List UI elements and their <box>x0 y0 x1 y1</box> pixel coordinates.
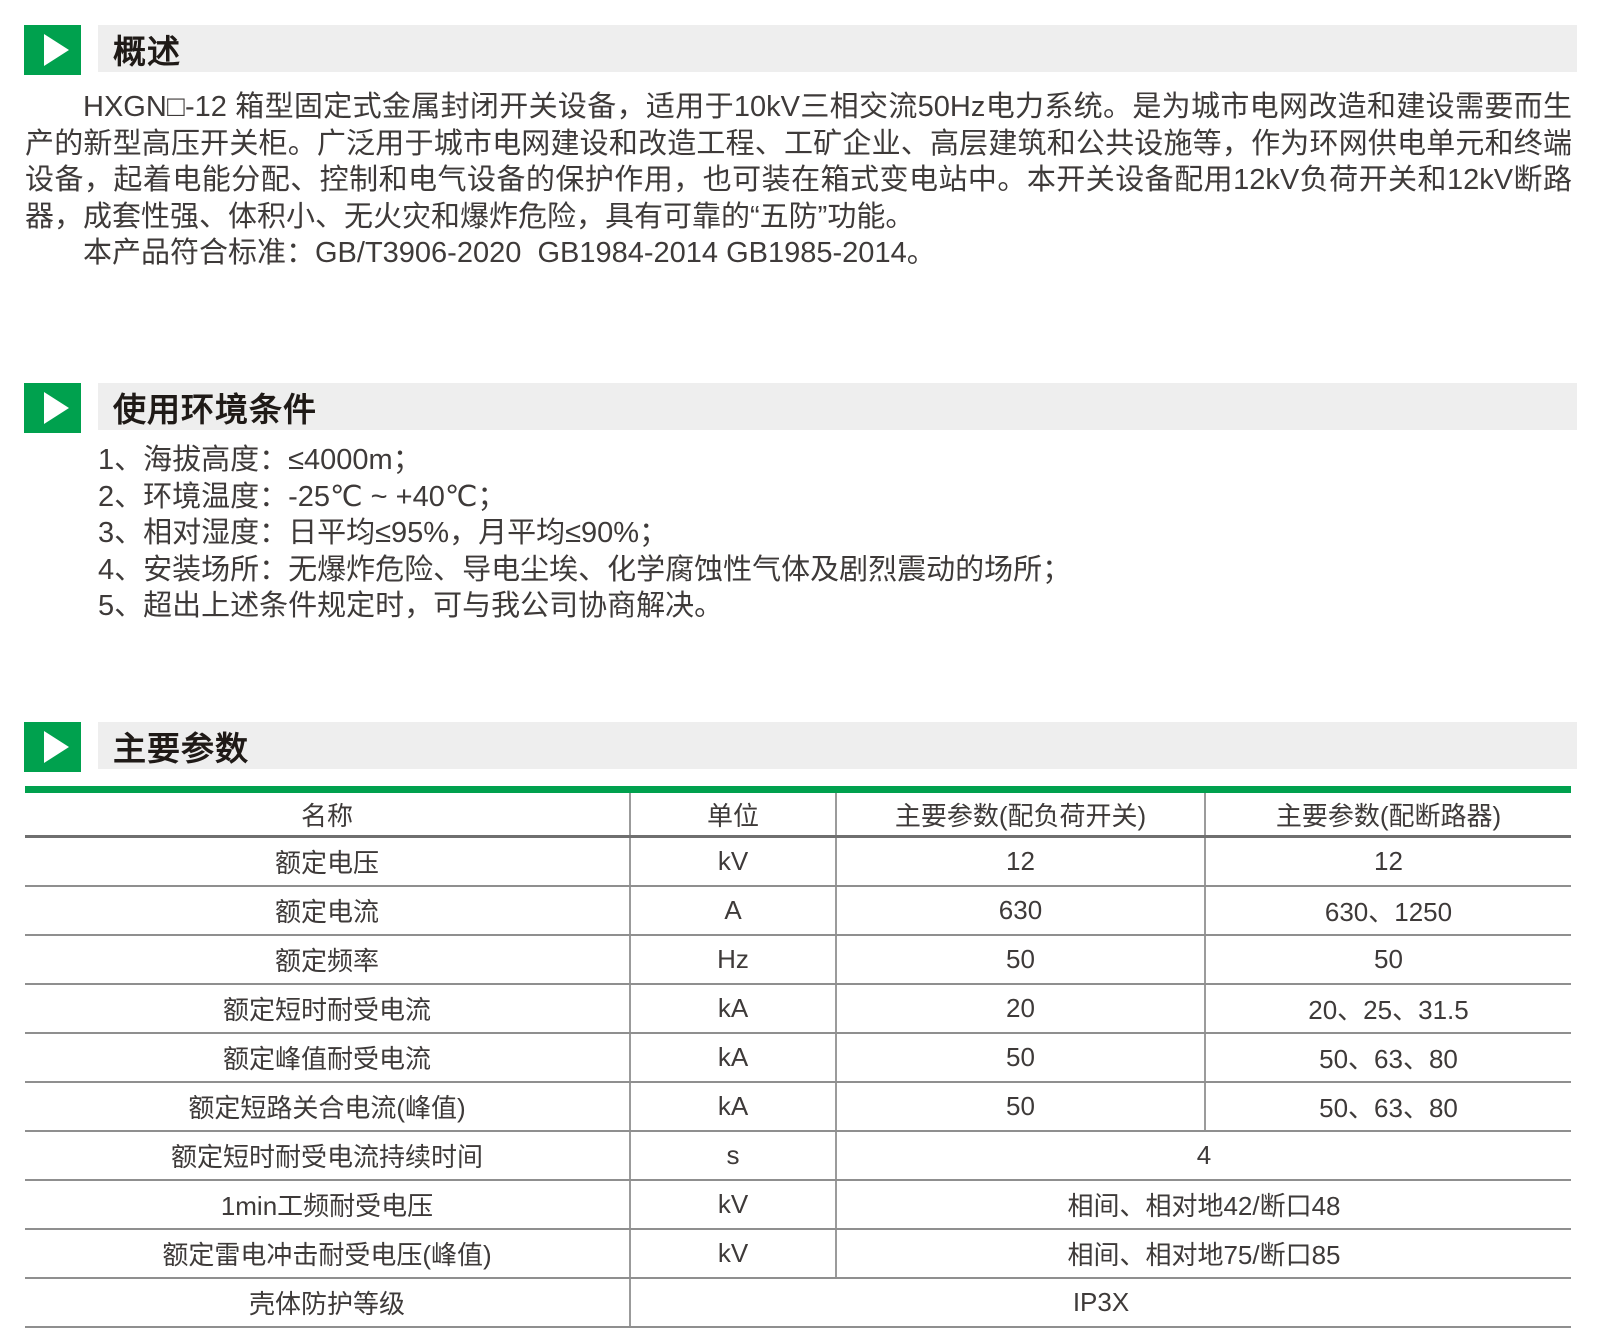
table-row: 额定峰值耐受电流 kA 50 50、63、80 <box>25 1033 1571 1083</box>
table-row: 额定短路关合电流(峰值) kA 50 50、63、80 <box>25 1082 1571 1132</box>
param-load-switch-value: 50 <box>836 1033 1206 1083</box>
param-unit: kA <box>630 984 837 1034</box>
col-header-name: 名称 <box>25 789 631 838</box>
param-breaker-value: 630、1250 <box>1205 886 1571 936</box>
table-row: 额定短时耐受电流持续时间 s 4 <box>25 1131 1571 1181</box>
param-breaker-value: 20、25、31.5 <box>1205 984 1571 1034</box>
table-row: 额定电流 A 630 630、1250 <box>25 886 1571 936</box>
section-title-parameters: 主要参数 <box>113 729 249 767</box>
param-name: 额定电流 <box>25 886 631 936</box>
param-merged-full-value: IP3X <box>630 1278 1571 1328</box>
section-marker-square <box>24 383 81 433</box>
list-item: 4、安装场所：无爆炸危险、导电尘埃、化学腐蚀性气体及剧烈震动的场所； <box>98 553 1072 586</box>
table-row: 额定频率 Hz 50 50 <box>25 935 1571 985</box>
environment-conditions-list: 1、海拔高度：≤4000m； 2、环境温度：-25℃ ~ +40℃； 3、相对湿… <box>98 442 1558 625</box>
param-name: 额定频率 <box>25 935 631 985</box>
param-name: 额定雷电冲击耐受电压(峰值) <box>25 1229 631 1279</box>
param-name: 壳体防护等级 <box>25 1278 631 1328</box>
param-load-switch-value: 630 <box>836 886 1206 936</box>
table-row: 额定雷电冲击耐受电压(峰值) kV 相间、相对地75/断口85 <box>25 1229 1571 1279</box>
param-name: 额定短路关合电流(峰值) <box>25 1082 631 1132</box>
param-unit: kV <box>630 1180 837 1230</box>
table-header-row: 名称 单位 主要参数(配负荷开关) 主要参数(配断路器) <box>25 789 1571 838</box>
param-breaker-value: 50、63、80 <box>1205 1033 1571 1083</box>
param-unit: kA <box>630 1033 837 1083</box>
param-unit: kV <box>630 836 837 887</box>
param-merged-value: 4 <box>836 1131 1571 1181</box>
param-unit: kA <box>630 1082 837 1132</box>
param-load-switch-value: 50 <box>836 1082 1206 1132</box>
overview-paragraph: HXGN□-12 箱型固定式金属封闭开关设备，适用于10kV三相交流50Hz电力… <box>25 91 1572 233</box>
section-title-bar: 使用环境条件 <box>98 383 1577 430</box>
parameters-table: 名称 单位 主要参数(配负荷开关) 主要参数(配断路器) 额定电压 kV 12 … <box>25 786 1571 1328</box>
section-title-bar: 主要参数 <box>98 722 1577 769</box>
param-breaker-value: 12 <box>1205 836 1571 887</box>
table-row: 额定短时耐受电流 kA 20 20、25、31.5 <box>25 984 1571 1034</box>
col-header-breaker: 主要参数(配断路器) <box>1205 789 1571 838</box>
standards-paragraph: 本产品符合标准：GB/T3906-2020 GB1984-2014 GB1985… <box>83 237 936 269</box>
list-item: 5、超出上述条件规定时，可与我公司协商解决。 <box>98 590 724 622</box>
param-name: 1min工频耐受电压 <box>25 1180 631 1230</box>
table-row: 壳体防护等级 IP3X <box>25 1278 1571 1328</box>
play-triangle-icon <box>43 392 69 424</box>
param-name: 额定峰值耐受电流 <box>25 1033 631 1083</box>
list-item: 3、相对湿度：日平均≤95%，月平均≤90%； <box>98 517 669 549</box>
section-header-overview: 概述 <box>24 25 1577 75</box>
param-breaker-value: 50、63、80 <box>1205 1082 1571 1132</box>
section-marker-square <box>24 25 81 75</box>
param-unit: kV <box>630 1229 837 1279</box>
param-unit: s <box>630 1131 837 1181</box>
param-load-switch-value: 12 <box>836 836 1206 887</box>
overview-body: HXGN□-12 箱型固定式金属封闭开关设备，适用于10kV三相交流50Hz电力… <box>25 89 1572 272</box>
col-header-unit: 单位 <box>630 789 837 838</box>
play-triangle-icon <box>43 34 69 66</box>
list-item: 1、海拔高度：≤4000m； <box>98 444 422 476</box>
param-name: 额定短时耐受电流持续时间 <box>25 1131 631 1181</box>
section-title-overview: 概述 <box>113 32 181 70</box>
section-marker-square <box>24 722 81 772</box>
param-load-switch-value: 50 <box>836 935 1206 985</box>
section-header-parameters: 主要参数 <box>24 722 1577 772</box>
section-title-bar: 概述 <box>98 25 1577 72</box>
table-row: 额定电压 kV 12 12 <box>25 836 1571 887</box>
play-triangle-icon <box>43 731 69 763</box>
param-breaker-value: 50 <box>1205 935 1571 985</box>
section-title-environment: 使用环境条件 <box>113 390 317 428</box>
section-header-environment: 使用环境条件 <box>24 383 1577 433</box>
param-load-switch-value: 20 <box>836 984 1206 1034</box>
param-unit: Hz <box>630 935 837 985</box>
table-row: 1min工频耐受电压 kV 相间、相对地42/断口48 <box>25 1180 1571 1230</box>
param-name: 额定电压 <box>25 836 631 887</box>
param-name: 额定短时耐受电流 <box>25 984 631 1034</box>
list-item: 2、环境温度：-25℃ ~ +40℃； <box>98 480 507 513</box>
col-header-load-switch: 主要参数(配负荷开关) <box>836 789 1206 838</box>
param-unit: A <box>630 886 837 936</box>
param-merged-value: 相间、相对地42/断口48 <box>836 1180 1571 1230</box>
param-merged-value: 相间、相对地75/断口85 <box>836 1229 1571 1279</box>
